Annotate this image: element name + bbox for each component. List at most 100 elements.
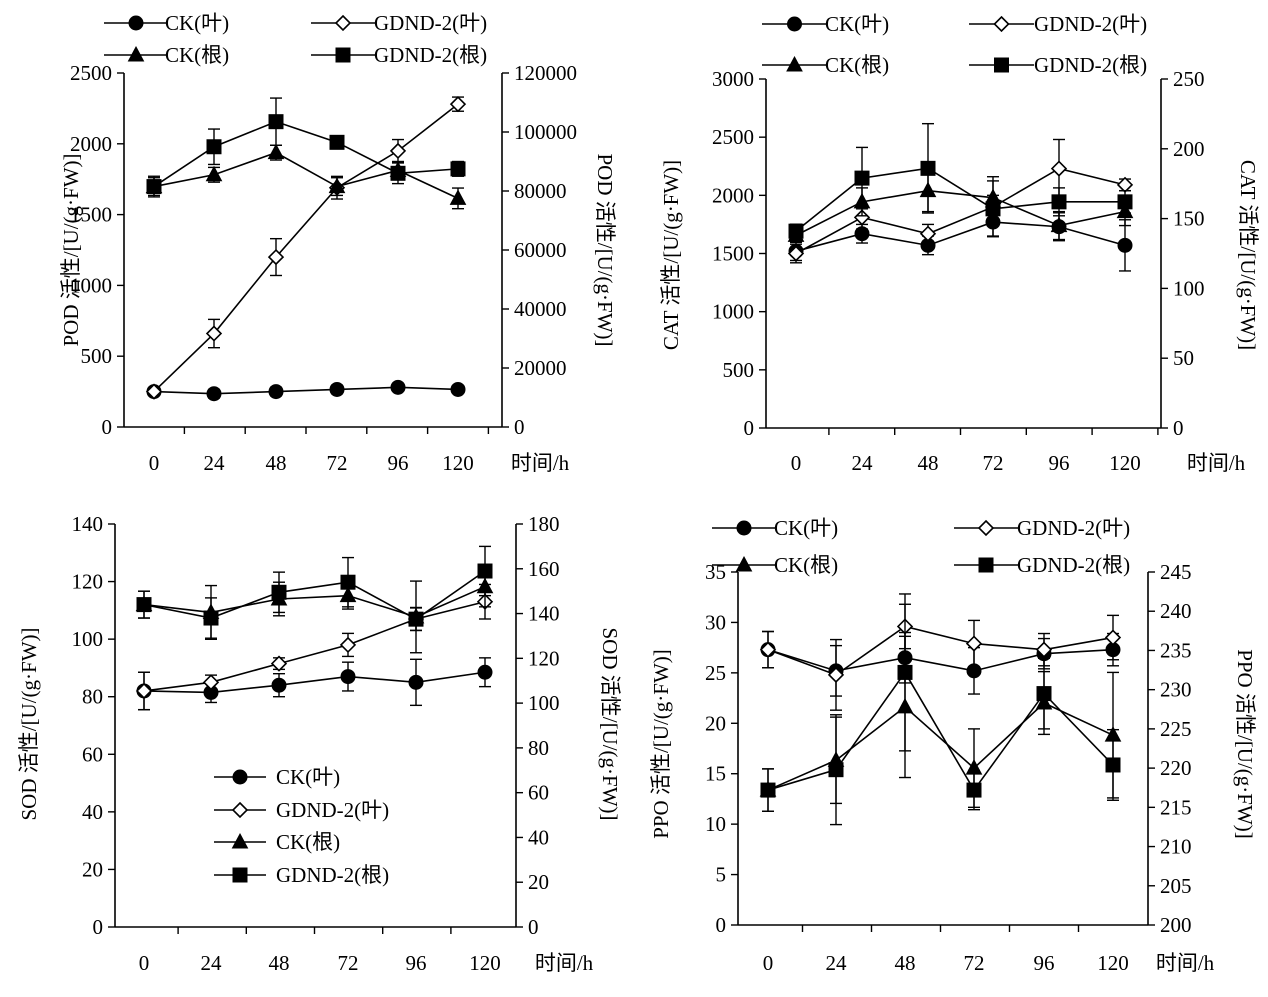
- legend-marker: [231, 801, 249, 819]
- legend-label: CK(根): [825, 53, 889, 77]
- legend-marker: [993, 15, 1010, 33]
- data-point: [449, 189, 467, 205]
- data-point: [477, 563, 493, 579]
- y-tick-label: 1500: [712, 242, 754, 266]
- y-tick-label: 0: [102, 415, 113, 439]
- legend-label: CK(根): [165, 43, 229, 67]
- y-tick-label: 35: [705, 560, 726, 584]
- y-tick-label: 1500: [70, 203, 112, 227]
- data-point: [328, 177, 346, 194]
- legend-label: CK(根): [774, 553, 838, 577]
- series-line: [143, 570, 486, 621]
- data-point: [920, 160, 936, 176]
- data-point: [267, 143, 285, 160]
- y-tick-label: 15: [705, 762, 726, 786]
- y2-tick-label: 100000: [514, 120, 577, 144]
- x-tick-label: 24: [852, 451, 874, 475]
- series-2: [135, 565, 494, 654]
- data-point: [203, 610, 219, 626]
- data-point: [760, 782, 776, 798]
- x-tick-label: 120: [1109, 451, 1141, 475]
- series-line: [795, 221, 1126, 252]
- series-line: [795, 167, 1125, 232]
- y2-tick-label: 200: [1160, 913, 1192, 937]
- legend-marker: [128, 15, 144, 31]
- data-point: [329, 134, 345, 150]
- y2-tick-label: 240: [1160, 599, 1192, 623]
- y2-axis-label: SOD 活性/[U/(g·FW)]: [598, 627, 622, 820]
- series-line: [153, 103, 459, 393]
- series-line: [153, 151, 459, 200]
- data-point: [202, 674, 220, 691]
- data-point: [477, 664, 493, 680]
- data-point: [1050, 216, 1068, 233]
- y2-axis-label: CAT 活性/[U/(g·FW)]: [1236, 160, 1260, 350]
- y2-tick-label: 0: [1173, 416, 1184, 440]
- legend-label: GDND-2(叶): [1034, 12, 1147, 36]
- legend-label: GDND-2(叶): [374, 11, 487, 35]
- data-point: [408, 674, 424, 690]
- y-tick-label: 500: [81, 344, 113, 368]
- series-line: [153, 120, 459, 188]
- y-axis-label: POD 活性/[U/(g·FW)]: [59, 153, 83, 346]
- series-0: [136, 657, 493, 711]
- x-tick-label: 120: [469, 951, 501, 975]
- series-0: [146, 379, 466, 402]
- legend-marker: [334, 14, 352, 32]
- x-tick-label: 0: [791, 451, 802, 475]
- data-point: [136, 597, 152, 613]
- series-line: [143, 671, 486, 694]
- legend-marker: [232, 769, 248, 785]
- legend-label: GDND-2(根): [1034, 53, 1147, 77]
- data-point: [339, 636, 357, 654]
- y2-tick-label: 160: [528, 557, 560, 581]
- y-axis-label: PPO 活性/[U/(g·FW)]: [649, 649, 673, 839]
- series-3: [760, 593, 1121, 826]
- data-point: [1035, 641, 1053, 658]
- chart-panel-1: 0 24 48 72 96 120 时间/h050010001500200025003000…: [659, 12, 1260, 475]
- y-axis-label: CAT 活性/[U/(g·FW)]: [659, 160, 683, 350]
- legend-label: CK(根): [276, 830, 340, 854]
- legend-label: GDND-2(根): [276, 863, 389, 887]
- data-point: [1117, 237, 1133, 253]
- y2-tick-label: 20: [528, 870, 549, 894]
- y2-tick-label: 230: [1160, 678, 1192, 702]
- y2-tick-label: 140: [528, 602, 560, 626]
- data-point: [965, 635, 983, 652]
- legend-marker: [978, 557, 994, 573]
- y-tick-label: 80: [82, 685, 103, 709]
- legend-marker: [786, 55, 803, 72]
- y2-tick-label: 215: [1160, 795, 1192, 819]
- data-point: [390, 379, 406, 395]
- x-axis-label: 时间/h: [1187, 451, 1246, 475]
- y-tick-label: 2000: [712, 183, 754, 207]
- data-point: [449, 96, 467, 113]
- series-3: [146, 97, 466, 198]
- series-2: [145, 143, 467, 210]
- legend-marker: [977, 519, 995, 537]
- data-point: [1105, 757, 1121, 773]
- y-tick-label: 500: [723, 358, 755, 382]
- legend-marker: [231, 832, 249, 849]
- x-tick-label: 72: [983, 451, 1004, 475]
- data-point: [854, 170, 870, 186]
- x-tick-label: 48: [918, 451, 939, 475]
- data-point: [205, 325, 223, 342]
- legend-label: CK(叶): [825, 12, 889, 36]
- x-tick-label: 24: [201, 951, 223, 975]
- x-tick-label: 48: [895, 951, 916, 975]
- series-1: [145, 96, 467, 400]
- legend-label: GDND-2(根): [374, 43, 487, 67]
- y-tick-label: 1000: [70, 273, 112, 297]
- x-tick-label: 72: [338, 951, 359, 975]
- data-point: [828, 762, 844, 778]
- x-axis-label: 时间/h: [511, 451, 570, 475]
- data-point: [390, 165, 406, 181]
- legend-marker: [994, 57, 1009, 73]
- legend-label: CK(叶): [774, 516, 838, 540]
- x-tick-label: 96: [388, 451, 409, 475]
- legend-marker: [735, 555, 753, 572]
- y-tick-label: 30: [705, 610, 726, 634]
- series-line: [767, 702, 1114, 791]
- y2-tick-label: 200: [1173, 137, 1205, 161]
